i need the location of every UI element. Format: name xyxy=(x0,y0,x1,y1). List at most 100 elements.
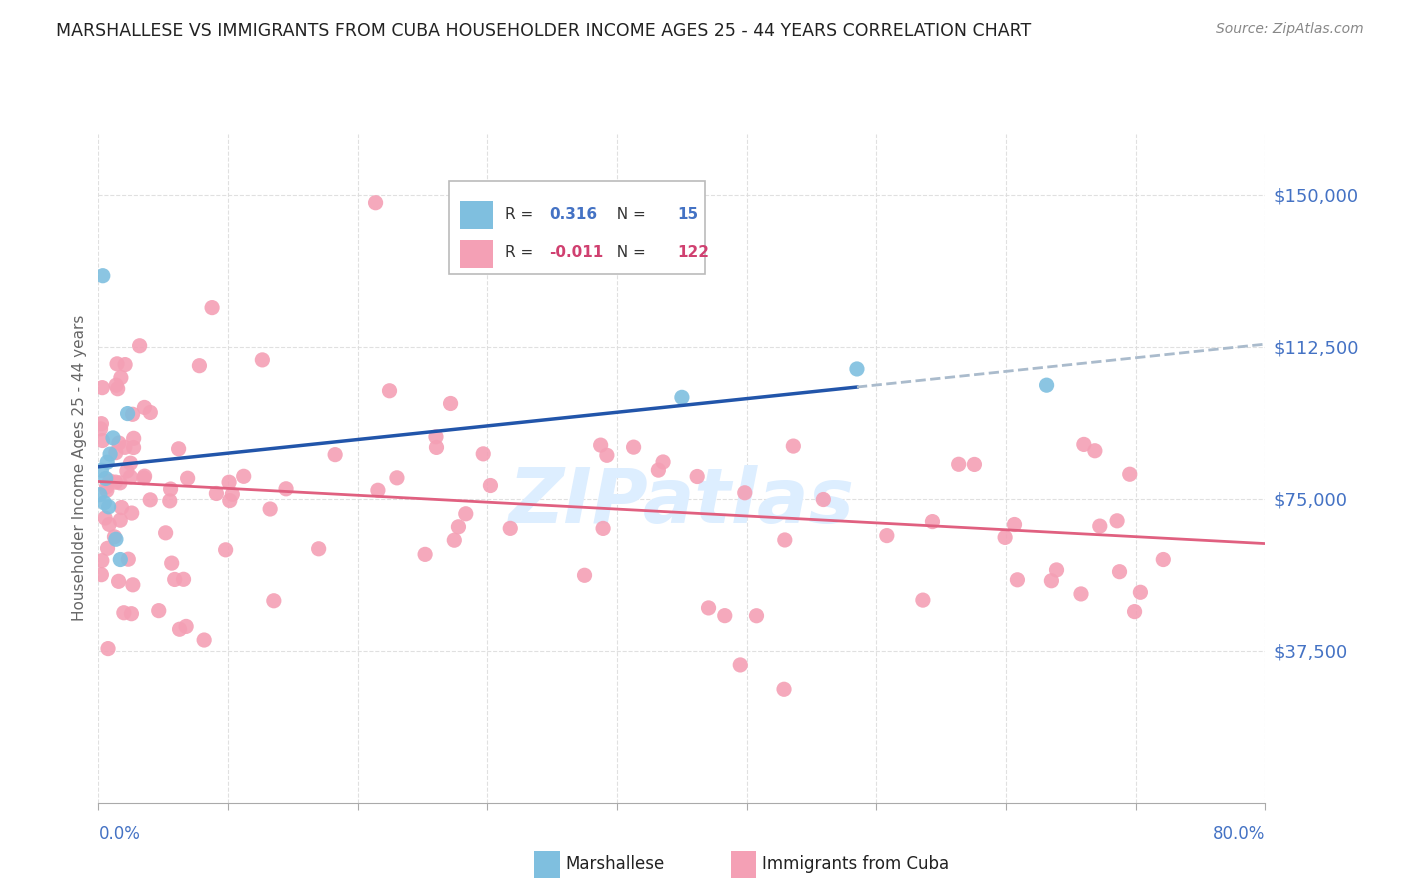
Point xyxy=(1129,585,1152,599)
Point xyxy=(110,370,132,384)
Point xyxy=(108,436,131,450)
Point xyxy=(1108,565,1130,579)
Point xyxy=(734,485,756,500)
Point xyxy=(93,496,115,510)
Point xyxy=(447,520,470,534)
Point xyxy=(454,507,477,521)
Point xyxy=(98,474,121,488)
Point xyxy=(96,455,118,469)
Point xyxy=(105,378,128,392)
Point xyxy=(96,483,118,498)
Point xyxy=(472,447,495,461)
Point xyxy=(91,381,114,395)
Point xyxy=(176,471,198,485)
Point xyxy=(589,438,612,452)
Point xyxy=(259,502,281,516)
Point xyxy=(1152,552,1174,566)
Point xyxy=(108,475,131,490)
Point xyxy=(139,492,162,507)
Point xyxy=(921,515,943,529)
Point xyxy=(425,441,447,455)
Point xyxy=(101,431,124,445)
Point xyxy=(96,480,118,494)
Point xyxy=(98,447,121,461)
Text: Source: ZipAtlas.com: Source: ZipAtlas.com xyxy=(1216,22,1364,37)
Text: MARSHALLESE VS IMMIGRANTS FROM CUBA HOUSEHOLDER INCOME AGES 25 - 44 YEARS CORREL: MARSHALLESE VS IMMIGRANTS FROM CUBA HOUS… xyxy=(56,22,1032,40)
Point xyxy=(728,657,751,672)
Point xyxy=(439,396,461,410)
Point xyxy=(139,405,162,419)
Point xyxy=(169,622,191,636)
Point xyxy=(94,471,117,485)
Point xyxy=(876,528,898,542)
Bar xyxy=(460,239,494,268)
Point xyxy=(91,434,114,448)
Point xyxy=(671,216,693,230)
Point xyxy=(90,567,112,582)
Point xyxy=(413,547,436,561)
Point xyxy=(104,445,127,459)
Text: R =: R = xyxy=(505,207,537,221)
Point xyxy=(193,633,215,648)
Point xyxy=(90,422,112,436)
Text: 15: 15 xyxy=(678,207,699,221)
Point xyxy=(90,554,112,568)
Text: Immigrants from Cuba: Immigrants from Cuba xyxy=(762,855,949,873)
Point xyxy=(1045,563,1067,577)
Point xyxy=(652,455,675,469)
Bar xyxy=(460,202,494,229)
Point xyxy=(98,517,121,532)
Point xyxy=(163,573,186,587)
Point xyxy=(134,469,156,483)
Point xyxy=(1084,443,1107,458)
Point xyxy=(120,456,142,470)
Point xyxy=(385,471,408,485)
Point xyxy=(845,362,868,376)
Point xyxy=(120,470,142,484)
Point xyxy=(128,339,150,353)
Point xyxy=(159,482,181,496)
Point xyxy=(112,606,135,620)
Point xyxy=(574,568,596,582)
Point xyxy=(104,533,127,547)
Point xyxy=(1007,573,1029,587)
Point xyxy=(148,604,170,618)
Point xyxy=(114,440,136,454)
Point xyxy=(221,487,243,501)
Point xyxy=(623,440,645,454)
Text: N =: N = xyxy=(607,207,651,221)
FancyBboxPatch shape xyxy=(449,180,706,275)
Point xyxy=(274,482,297,496)
Point xyxy=(1119,467,1142,482)
Point xyxy=(1107,514,1129,528)
Point xyxy=(773,682,796,697)
Point xyxy=(713,608,735,623)
Point xyxy=(160,556,183,570)
Point xyxy=(232,469,254,483)
Text: N =: N = xyxy=(607,244,651,260)
Point xyxy=(1123,605,1146,619)
Point xyxy=(782,439,804,453)
Point xyxy=(1088,519,1111,533)
Point xyxy=(117,407,139,421)
Text: -0.011: -0.011 xyxy=(548,244,603,260)
Point xyxy=(159,494,181,508)
Point xyxy=(1040,574,1063,588)
Point xyxy=(671,390,693,404)
Point xyxy=(121,407,143,421)
Point xyxy=(110,552,132,566)
Point xyxy=(647,463,669,477)
Point xyxy=(443,533,465,548)
Point xyxy=(218,475,240,490)
Point xyxy=(1004,517,1026,532)
Point xyxy=(911,593,934,607)
Point xyxy=(110,513,132,527)
Point xyxy=(218,493,240,508)
Point xyxy=(367,483,389,498)
Point xyxy=(425,430,447,444)
Point xyxy=(121,506,143,520)
Point xyxy=(697,601,720,615)
Point xyxy=(115,464,138,478)
Point xyxy=(117,552,139,566)
Point xyxy=(686,469,709,483)
